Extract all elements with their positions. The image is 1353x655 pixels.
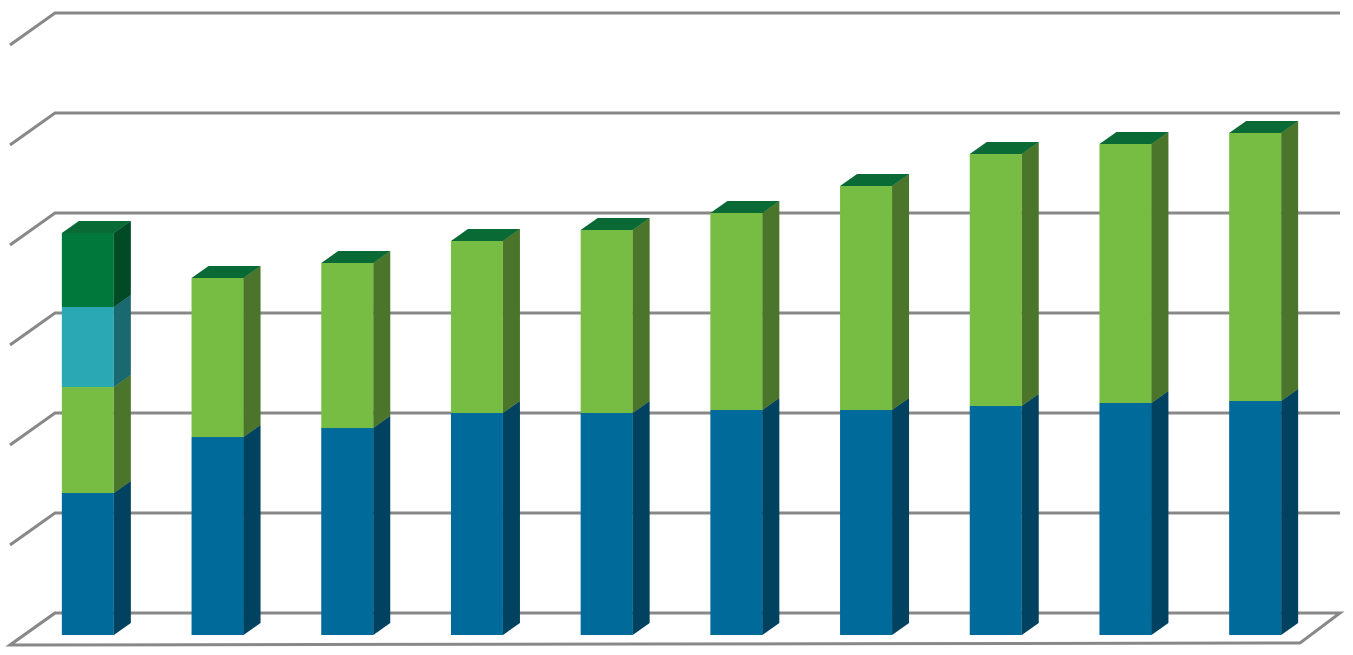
bar-top (840, 174, 910, 186)
bar-segment (969, 154, 1022, 406)
bar-side (113, 221, 131, 307)
bar-side (632, 218, 650, 413)
bar-segment (191, 437, 244, 635)
bar-segment (450, 241, 503, 413)
bar-side (892, 398, 910, 635)
bar-segment (580, 413, 633, 635)
bar-side (1281, 389, 1299, 635)
bar-segment (61, 307, 114, 387)
bar-side (502, 401, 520, 635)
bar-side (243, 266, 261, 437)
bar-side (762, 398, 780, 635)
bar-segment (321, 263, 374, 428)
bar-segment (1229, 401, 1282, 635)
bar-side (243, 425, 261, 635)
bar-segment (1229, 133, 1282, 401)
grid-line (9, 311, 1340, 347)
bar-segment (969, 406, 1022, 635)
bar-segment (61, 493, 114, 635)
bar-top (61, 221, 131, 233)
bar-side (632, 401, 650, 635)
bar-side (762, 201, 780, 410)
bar-segment (61, 387, 114, 493)
grid-line (9, 11, 1340, 47)
bar-top (969, 142, 1039, 154)
grid-line (9, 611, 1340, 647)
bar-side (113, 375, 131, 493)
grid-line (9, 411, 1340, 447)
bar-segment (840, 186, 893, 410)
bar-segment (1099, 144, 1152, 403)
bar-side (1021, 394, 1039, 635)
bar-segment (191, 278, 244, 437)
bar-top (710, 201, 780, 213)
bar-side (1281, 121, 1299, 401)
bar-side (113, 481, 131, 635)
grid-line (9, 511, 1340, 547)
bar-top (1229, 121, 1299, 133)
bar-segment (840, 410, 893, 635)
bar-top (580, 218, 650, 230)
bar-top (191, 266, 261, 278)
bar-side (373, 416, 391, 635)
bar-segment (61, 233, 114, 307)
bar-side (113, 295, 131, 387)
bar-side (892, 174, 910, 410)
bar-top (321, 251, 391, 263)
bar-top (450, 229, 520, 241)
bar-side (1151, 132, 1169, 403)
bar-side (1151, 391, 1169, 635)
bar-segment (710, 410, 763, 635)
grid-line (9, 111, 1340, 147)
bar-segment (710, 213, 763, 410)
bar-side (373, 251, 391, 428)
bar-side (1021, 142, 1039, 406)
bar-side (502, 229, 520, 413)
grid-line (9, 211, 1340, 247)
bar-top (1099, 132, 1169, 144)
bar-segment (1099, 403, 1152, 635)
bar-segment (450, 413, 503, 635)
bar-segment (580, 230, 633, 413)
bar-segment (321, 428, 374, 635)
